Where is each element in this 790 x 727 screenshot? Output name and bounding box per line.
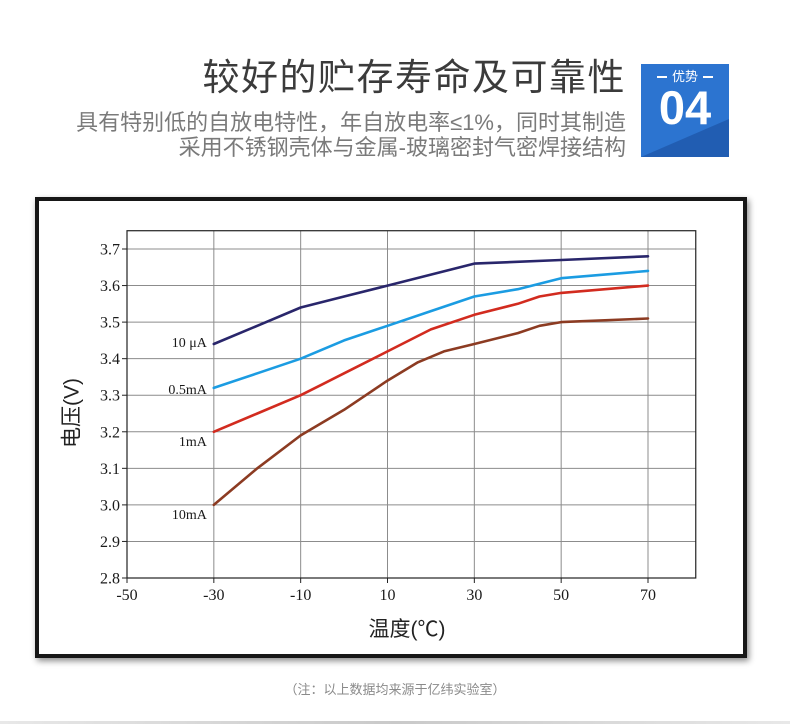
- series-label-1ma: 1mA: [179, 435, 208, 450]
- series-line-10ma: [212, 317, 650, 507]
- axis-ticks: 2.8 2.9 3.0 3.1 3.2 3.3 3.4 3.5 3.6 3.7 -50 -30 -10 1…: [100, 242, 656, 605]
- y-axis-title: 电压(V): [61, 378, 84, 448]
- x-tick-label: -50: [116, 587, 137, 604]
- y-tick-label: 3.2: [100, 424, 120, 441]
- grid-layer: [126, 230, 697, 579]
- y-tick-label: 3.0: [100, 497, 120, 514]
- y-tick-label: 2.9: [100, 534, 120, 551]
- plot-background: [127, 230, 696, 578]
- series-layer: 10 μA 0.5mA 1mA 10mA: [168, 254, 650, 523]
- series-label-05ma: 0.5mA: [168, 383, 207, 398]
- advantage-badge: 优势 04: [641, 64, 729, 157]
- series-label-10ma: 10mA: [172, 508, 208, 523]
- x-tick-label: 30: [466, 587, 482, 604]
- y-tick-label: 3.5: [100, 315, 120, 332]
- x-tick-label: 10: [380, 587, 396, 604]
- y-tick-label: 3.6: [100, 278, 120, 295]
- x-tick-label: -10: [290, 587, 311, 604]
- y-tick-label: 3.3: [100, 388, 120, 405]
- x-axis-title: 温度(℃): [369, 618, 446, 641]
- page-title: 较好的贮存寿命及可靠性: [202, 57, 626, 98]
- badge-number: 04: [658, 81, 712, 134]
- footer-note: （注：以上数据均来源于亿纬实验室）: [284, 682, 506, 697]
- subtitle-line-1: 具有特别低的自放电特性，年自放电率≤1%，同时其制造: [76, 110, 626, 135]
- voltage-temperature-chart: 2.8 2.9 3.0 3.1 3.2 3.3 3.4 3.5 3.6 3.7 -50 -30 -10 1…: [61, 230, 697, 641]
- series-line-1ma: [212, 284, 650, 434]
- y-tick-label: 3.4: [100, 351, 120, 368]
- x-tick-label: 70: [640, 587, 656, 604]
- y-tick-label: 2.8: [100, 571, 120, 588]
- chart-frame: 2.8 2.9 3.0 3.1 3.2 3.3 3.4 3.5 3.6 3.7 -50 -30 -10 1…: [35, 197, 747, 658]
- plot-border: [126, 230, 697, 579]
- bottom-divider: [0, 721, 790, 724]
- x-tick-label: -30: [203, 587, 224, 604]
- badge-label: 优势: [641, 69, 729, 85]
- series-label-10ua: 10 μA: [172, 336, 208, 351]
- x-tick-label: 50: [553, 587, 569, 604]
- y-tick-label: 3.1: [100, 461, 120, 478]
- subtitle-line-2: 采用不锈钢壳体与金属-玻璃密封气密焊接结构: [178, 135, 626, 160]
- y-tick-label: 3.7: [100, 242, 120, 259]
- series-line-10ua: [212, 254, 650, 346]
- series-line-05ma: [212, 269, 650, 390]
